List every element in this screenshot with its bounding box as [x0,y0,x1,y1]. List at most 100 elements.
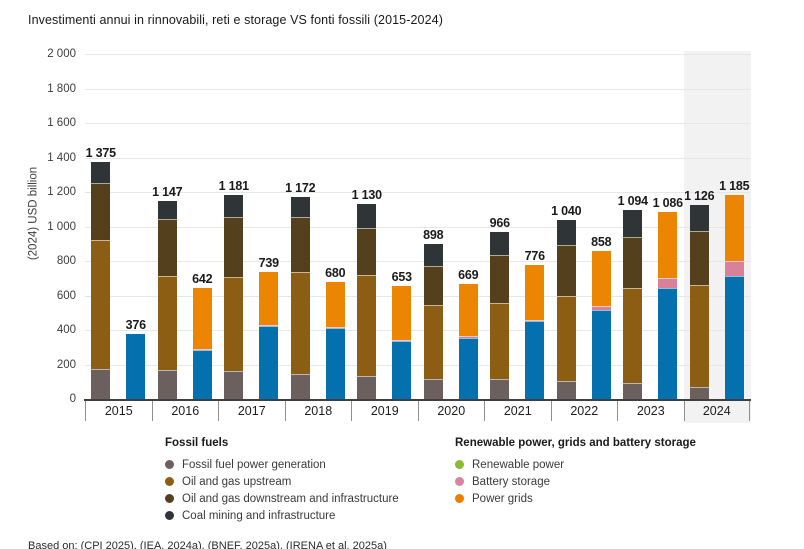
bar-column-2015: 1 375 376 [85,54,152,399]
legend-item: Fossil fuel power generation [165,456,399,473]
bar-total-label: 1 185 [719,178,750,193]
bar-column-2021: 966 776 [484,54,551,399]
x-tick-label-2022: 2022 [550,401,618,421]
bar-segment [357,274,377,376]
fossil-bar-2015: 1 375 [86,146,116,399]
fossil-bar-2017: 1 181 [219,179,249,399]
bar-total-label: 1 181 [218,179,249,194]
bar-total-label: 1 147 [152,185,183,200]
plot-area: 1 375 376 1 147 642 1 181 739 1 172 680 1 130 653… [85,54,750,399]
bar-total-label: 1 086 [652,195,683,210]
bar-segment [392,339,412,342]
legend-fossil-header: Fossil fuels [165,437,229,449]
bar-segment [423,266,443,305]
bar-segment [224,216,244,277]
y-tick-label: 1 000 [47,220,76,233]
x-axis-labels: 2015 2016 2017 2018 2019 2020 2021 2022 2023 2024 [85,401,751,421]
gridline [85,157,750,159]
legend-fossil: Fossil fuels Fossil fuel power generatio… [165,437,399,524]
y-tick-label: 0 [69,393,76,405]
x-axis-line [84,399,751,401]
bar-segment [689,387,709,399]
y-tick-label: 1 800 [47,82,76,95]
legend-item-label: Power grids [472,492,533,505]
legend-item: Power grids [455,490,696,507]
renewables-bar-2016: 642 [192,272,213,399]
gridline [85,295,750,297]
gridline [85,54,750,55]
bar-segment [689,204,709,232]
legend-dot-icon [165,460,174,469]
fossil-bar-2023: 1 094 [618,194,648,399]
fossil-bar-2016: 1 147 [152,185,183,399]
x-tick-label-2019: 2019 [351,401,418,421]
bar-segment [556,219,576,246]
bar-segment [224,195,244,217]
bar-segment [290,374,310,399]
renewables-bar-2023: 1 086 [653,196,683,399]
bar-segment [157,218,177,276]
y-tick-label: 400 [56,324,76,336]
x-tick-label-2023: 2023 [617,401,684,421]
bar-segment [623,236,643,288]
bar-segment [591,310,611,399]
bar-segment [192,349,212,399]
y-tick-label: 1 600 [47,117,76,129]
bar-segment [724,261,744,276]
y-tick-label: 600 [56,289,76,302]
bar-segment [525,321,545,399]
renewables-bar-2024: 1 185 [719,179,750,399]
bar-columns: 1 375 376 1 147 642 1 181 739 1 172 680 1 130 653… [85,54,750,399]
y-tick-label: 200 [56,358,76,371]
bar-segment [623,287,643,383]
renewables-bar-2015: 376 [126,318,146,399]
fossil-bar-2022: 1 040 [551,204,582,399]
bar-segment [290,216,310,273]
gridline [85,364,750,366]
renewables-bar-2017: 739 [259,256,279,399]
legend-item: Renewable power [455,456,696,473]
y-tick-label: 2 000 [47,48,76,60]
bar-segment [259,325,279,327]
renewables-bar-2021: 776 [525,249,545,399]
gridline [85,226,750,228]
bar-segment [525,265,545,320]
renewables-bar-2018: 680 [325,266,346,399]
legend-item-label: Fossil fuel power generation [182,458,326,471]
legend-item-label: Renewable power [472,458,565,471]
renewables-bar-2022: 858 [591,235,612,399]
bar-total-label: 1 040 [551,203,582,218]
bar-segment [126,334,146,399]
x-tick-label-2020: 2020 [417,401,485,421]
bar-segment [357,204,377,228]
y-tick-label: 1 400 [47,151,76,164]
bar-segment [91,368,111,399]
bar-segment [490,303,510,380]
bar-segment [689,231,709,286]
fossil-bar-2021: 966 [490,216,510,399]
bar-segment [689,285,709,388]
bar-segment [259,326,279,399]
bar-segment [423,244,443,267]
x-tick-label-2018: 2018 [284,401,352,421]
gridline [85,123,750,124]
legend-dot-icon [165,511,174,520]
bar-total-label: 642 [192,272,213,287]
bar-segment [458,283,478,337]
bar-segment [458,336,478,338]
bar-segment [623,382,643,399]
bar-segment [658,278,678,288]
bar-segment [91,182,111,241]
bar-segment [192,288,212,349]
bar-segment [325,328,345,399]
bar-segment [591,305,611,311]
bar-segment [91,161,111,183]
bar-column-2020: 898 669 [418,54,485,399]
bar-total-label: 776 [524,249,545,264]
x-tick-label-2024: 2024 [683,401,750,421]
bar-segment [658,287,678,399]
bar-segment [357,375,377,399]
bar-total-label: 1 130 [351,188,382,203]
bar-segment [525,319,545,322]
gridline [85,261,750,262]
